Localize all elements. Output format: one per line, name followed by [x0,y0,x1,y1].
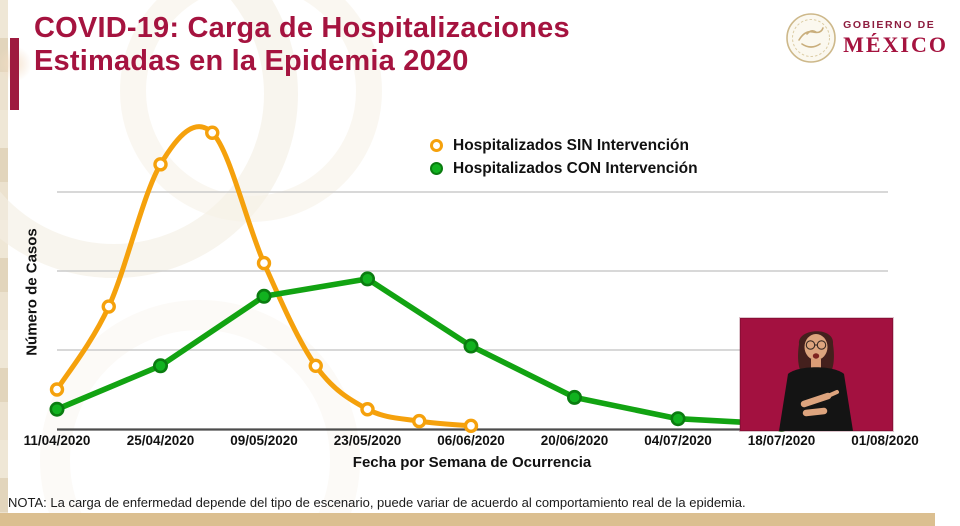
logo-text: GOBIERNO DE MÉXICO [843,19,948,58]
x-axis-tick: 20/06/2020 [540,433,609,448]
page-title-line2: Estimadas en la Epidemia 2020 [34,45,469,77]
x-axis-tick-labels: 11/04/2020 25/04/2020 09/05/2020 23/05/2020… [0,433,960,451]
x-axis-tick: 25/04/2020 [126,433,195,448]
legend-item-sin-intervencion: Hospitalizados SIN Intervención [430,134,698,157]
orange-open-circle-marker-icon [430,139,443,152]
page-title: COVID-19: Carga de Hospitalizaciones Esti… [34,12,570,78]
x-axis-tick: 23/05/2020 [333,433,402,448]
title-accent-bar [10,38,19,110]
logo-text-line1: GOBIERNO DE [843,18,936,31]
government-eagle-seal-icon [786,13,836,63]
legend-label-con: Hospitalizados CON Intervención [453,159,698,177]
x-axis-tick: 09/05/2020 [230,433,298,448]
x-axis-tick: 06/06/2020 [437,433,505,448]
legend-item-con-intervencion: Hospitalizados CON Intervención [430,157,698,180]
x-axis-tick: 11/04/2020 [23,433,91,448]
sign-language-interpreter-video [739,317,894,432]
y-axis-label: Número de Casos [23,228,41,356]
green-filled-circle-marker-icon [430,162,443,175]
chart-legend: Hospitalizados SIN Intervención Hospital… [430,134,698,180]
bottom-tan-bar [0,513,935,526]
footnote: NOTA: La carga de enfermedad depende del… [8,495,746,510]
sign-language-interpreter-illustration [739,317,894,432]
legend-label-sin: Hospitalizados SIN Intervención [453,136,689,154]
x-axis-tick: 04/07/2020 [644,433,712,448]
x-axis-tick: 18/07/2020 [747,433,816,448]
gobierno-de-mexico-logo: GOBIERNO DE MÉXICO [785,12,948,64]
x-axis-tick: 01/08/2020 [851,433,919,448]
logo-text-line2: MÉXICO [843,31,948,57]
x-axis-title: Fecha por Semana de Ocurrencia [352,454,592,471]
page-title-line1: COVID-19: Carga de Hospitalizaciones [34,12,570,44]
